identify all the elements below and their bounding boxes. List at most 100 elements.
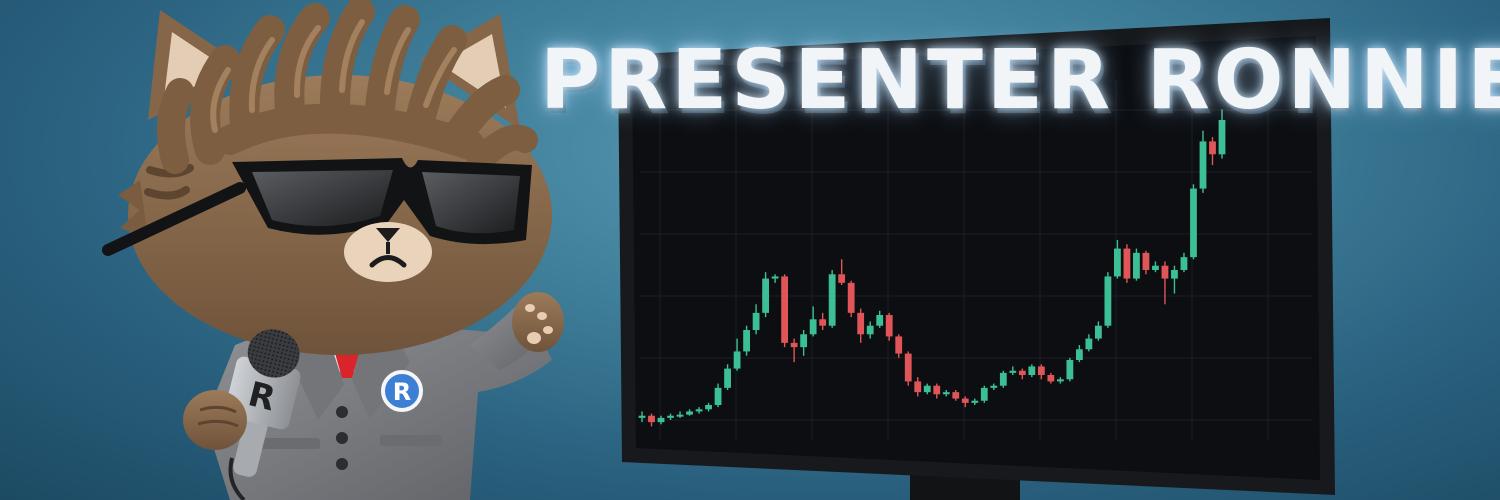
candle-body: [1161, 265, 1169, 279]
glasses-arm: [102, 182, 246, 256]
candle-bullish: [1133, 248, 1140, 281]
candle-body: [866, 325, 874, 335]
candle-body: [1009, 370, 1017, 373]
candle-bearish: [933, 383, 941, 399]
candle-body: [923, 385, 931, 393]
candle-bullish: [733, 338, 741, 371]
candle-body: [705, 405, 712, 410]
candle-bullish: [828, 270, 836, 328]
candle-bullish: [1075, 345, 1083, 363]
badge-letter: R: [393, 378, 411, 406]
candle-bullish: [1066, 357, 1074, 382]
candle-bullish: [1171, 265, 1178, 294]
paw-pad: [525, 304, 535, 312]
candle-bullish: [1104, 272, 1112, 328]
candle-bullish: [1190, 184, 1197, 260]
candle-body: [771, 276, 779, 279]
paw-pad: [527, 332, 541, 344]
candle-body: [1123, 248, 1131, 279]
chart-candles: [638, 109, 1226, 427]
mic-head: [247, 329, 300, 378]
suit-pocket: [380, 435, 442, 446]
candle-bullish: [743, 325, 750, 356]
r-badge: [381, 370, 423, 412]
suit-button: [336, 432, 348, 444]
candle-body: [857, 312, 865, 335]
candle-body: [1142, 252, 1150, 270]
suit-button: [336, 458, 348, 470]
candle-bullish: [1028, 364, 1036, 378]
candle-body: [914, 381, 922, 393]
candle-bullish: [942, 390, 950, 397]
candle-bullish: [695, 407, 703, 414]
holding-paw-finger: [197, 419, 239, 428]
paw-pad: [543, 326, 553, 334]
candle-bearish: [1161, 261, 1169, 305]
candle-body: [876, 315, 884, 326]
candle-bullish: [876, 310, 884, 328]
candle-bullish: [1199, 130, 1207, 193]
candle-bullish: [657, 415, 665, 425]
candle-body: [942, 392, 950, 395]
candle-body: [1075, 349, 1083, 360]
candle-bullish: [923, 383, 931, 395]
candle-bearish: [904, 351, 912, 386]
candle-bearish: [961, 396, 969, 408]
candle-bullish: [752, 304, 760, 335]
candle-body: [1133, 252, 1140, 279]
candle-bullish: [1085, 334, 1093, 352]
candle-bullish: [771, 274, 779, 283]
candle-bullish: [1180, 252, 1188, 273]
candle-bearish: [1209, 137, 1216, 165]
mouth-frown: [369, 255, 407, 268]
candle-body: [1171, 270, 1178, 279]
candle-bullish: [724, 364, 731, 390]
candle-body: [714, 387, 722, 405]
candle-body: [1152, 265, 1159, 270]
nose: [376, 228, 400, 242]
monitor: [618, 18, 1335, 500]
candle-bullish: [705, 402, 712, 412]
candle-body: [648, 415, 655, 423]
candle-body: [809, 319, 817, 335]
candle-body: [904, 353, 912, 382]
candle-body: [686, 411, 693, 415]
candle-body: [1114, 248, 1121, 277]
dreadlock-highlights: [210, 19, 457, 133]
candle-bearish: [648, 413, 655, 427]
dreadlock-hair: [157, 0, 538, 174]
candle-body: [933, 385, 941, 395]
suit-lapel-left: [290, 338, 344, 420]
candle-body: [980, 387, 988, 401]
candle-body: [724, 368, 731, 388]
presenter-ronnie-title: PRESENTER RONNIE: [540, 33, 1500, 128]
suit-button: [336, 406, 348, 418]
candle-body: [676, 414, 684, 417]
candle-bearish: [790, 338, 798, 363]
candle-body: [667, 415, 674, 418]
candle-body: [819, 319, 827, 326]
candle-body: [1190, 188, 1197, 258]
candle-bullish: [667, 413, 674, 420]
holding-paw-finger: [199, 405, 237, 414]
candle-bearish: [847, 280, 855, 318]
candle-body: [657, 417, 665, 423]
candle-body: [733, 351, 741, 369]
candle-body: [885, 315, 893, 337]
candle-bullish: [800, 330, 808, 356]
candle-bearish: [1123, 244, 1131, 283]
candle-bullish: [1152, 261, 1159, 273]
cheek-stripe: [144, 186, 190, 200]
candle-bullish: [1218, 109, 1226, 159]
candle-body: [1037, 366, 1045, 375]
candle-bearish: [1018, 368, 1026, 380]
candle-bearish: [838, 259, 846, 285]
candle-body: [1085, 338, 1093, 350]
candle-body: [1028, 366, 1036, 375]
candle-body: [1209, 141, 1216, 155]
candle-body: [1047, 375, 1055, 382]
chart-grid: [640, 80, 1312, 440]
candle-body: [971, 400, 979, 403]
candle-bullish: [809, 306, 817, 337]
candle-body: [828, 274, 836, 326]
